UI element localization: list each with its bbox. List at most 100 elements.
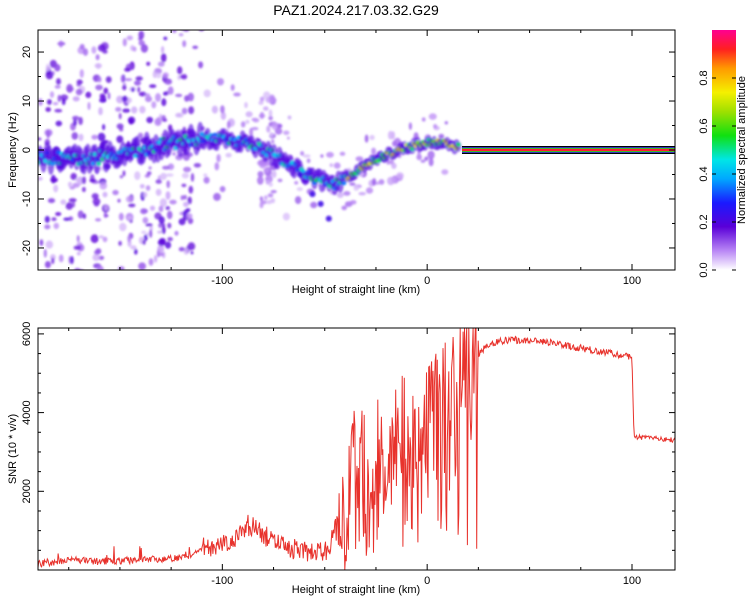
heatmap-scatter-blob	[174, 230, 179, 236]
heatmap-scatter-blob	[98, 235, 104, 239]
heatmap-scatter-blob	[438, 133, 445, 139]
snr-plot-area	[38, 328, 675, 570]
heatmap-scatter-blob	[145, 95, 152, 103]
colorbar-tick-label: 0.8	[698, 70, 710, 85]
heatmap-scatter-blob	[97, 132, 106, 142]
heatmap-scatter-blob	[125, 195, 134, 203]
heatmap-scatter-blob	[296, 187, 303, 192]
snr-x-axis-label: Height of straight line (km)	[292, 584, 420, 596]
heatmap-scatter-blob	[387, 130, 394, 140]
heatmap-scatter-blob	[157, 61, 165, 67]
heatmap-scatter-blob	[203, 173, 208, 177]
heatmap-scatter-blob	[107, 92, 111, 100]
heatmap-scatter-blob	[66, 83, 73, 93]
heatmap-scatter-blob	[128, 203, 136, 208]
heatmap-scatter-blob	[263, 195, 268, 201]
heatmap-scatter-blob	[333, 162, 341, 169]
heatmap-scatter-blob	[145, 185, 151, 191]
heatmap-scatter-blob	[343, 191, 351, 196]
heatmap-scatter-blob	[134, 248, 138, 255]
heatmap-scatter-blob	[369, 134, 375, 141]
heatmap-scatter-blob	[192, 45, 199, 49]
heatmap-scatter-blob	[78, 116, 83, 126]
heatmap-scatter-blob	[161, 98, 167, 107]
heatmap-scatter-blob	[146, 116, 154, 124]
heatmap-scatter-blob	[165, 191, 171, 200]
heatmap-scatter-blob	[268, 182, 273, 187]
heatmap-scatter-blob	[263, 168, 270, 173]
heatmap-scatter-blob	[76, 235, 80, 243]
heatmap-scatter-blob	[38, 137, 42, 141]
heatmap-scatter-blob	[69, 256, 74, 265]
heatmap-scatter-blob	[54, 63, 61, 72]
heatmap-scatter-blob	[259, 196, 263, 201]
heatmap-scatter-blob	[154, 118, 161, 126]
heatmap-scatter-blob	[179, 74, 188, 80]
heatmap-scatter-blob	[220, 111, 227, 120]
heatmap-scatter-blob	[427, 150, 435, 160]
heatmap-scatter-blob	[259, 111, 265, 120]
heatmap-scatter-blob	[245, 111, 253, 118]
heatmap-scatter-blob	[217, 78, 224, 86]
heatmap-scatter-blob	[187, 196, 192, 205]
heatmap-scatter-blob	[77, 210, 84, 219]
heatmap-scatter-blob	[97, 44, 106, 52]
heatmap-scatter-blob	[73, 245, 82, 250]
heatmap-scatter-blob	[336, 192, 344, 199]
heatmap-scatter-blob	[51, 217, 57, 222]
snr-marks	[38, 328, 675, 570]
heatmap-scatter-blob	[128, 118, 134, 125]
heatmap-scatter-blob	[45, 63, 50, 73]
heatmap-scatter-blob	[271, 139, 275, 144]
heatmap-scatter-blob	[119, 222, 127, 232]
heatmap-scatter-blob	[95, 218, 102, 222]
heatmap-scatter-blob	[53, 222, 60, 230]
heatmap-scatter-blob	[131, 87, 135, 93]
snr-y-tick-label: 4000	[21, 400, 33, 424]
heatmap-scatter-blob	[124, 78, 133, 82]
heatmap-tail-blob	[297, 171, 304, 178]
heatmap-scatter-blob	[139, 105, 146, 114]
heatmap-scatter-blob	[441, 169, 449, 175]
heatmap-scatter-blob	[155, 72, 162, 79]
heatmap-scatter-blob	[97, 76, 102, 83]
heatmap-scatter-blob	[387, 176, 395, 186]
heatmap-scatter-blob	[268, 115, 273, 121]
heatmap-scatter-blob	[103, 87, 109, 95]
heatmap-scatter-blob	[153, 254, 158, 263]
heatmap-scatter-blob	[118, 266, 125, 270]
heatmap-scatter-blob	[149, 205, 156, 211]
heatmap-scatter-blob	[45, 70, 54, 80]
snr-x-tick-label: -100	[211, 575, 233, 587]
heatmap-scatter-blob	[378, 179, 385, 185]
colorbar-tick-label: 0.6	[698, 118, 710, 133]
heatmap-scatter-blob	[187, 92, 194, 102]
heatmap-scatter-blob	[339, 151, 346, 156]
heatmap-scatter-blob	[159, 252, 164, 257]
heatmap-scatter-blob	[193, 163, 202, 168]
heatmap-scatter-blob	[50, 177, 58, 183]
heatmap-scatter-blob	[167, 237, 173, 242]
heatmap-y-tick-label: 0	[21, 147, 33, 153]
heatmap-scatter-blob	[175, 112, 182, 118]
heatmap-scatter-blob	[249, 127, 254, 137]
heatmap-scatter-blob	[119, 175, 124, 179]
heatmap-scatter-blob	[79, 69, 84, 78]
heatmap-scatter-blob	[180, 195, 184, 201]
heatmap-scatter-blob	[162, 72, 169, 78]
heatmap-scatter-blob	[131, 106, 138, 114]
heatmap-scatter-blob	[122, 170, 126, 177]
heatmap-scatter-blob	[163, 36, 168, 41]
heatmap-scatter-blob	[151, 101, 157, 109]
heatmap-scatter-blob	[47, 198, 56, 204]
heatmap-scatter-blob	[364, 134, 369, 143]
heatmap-scatter-blob	[164, 78, 173, 85]
heatmap-scatter-blob	[155, 179, 162, 184]
heatmap-scatter-blob	[187, 217, 194, 225]
heatmap-scatter-blob	[164, 241, 172, 249]
heatmap-scatter-blob	[104, 204, 109, 211]
heatmap-scatter-blob	[95, 84, 103, 91]
snr-y-tick-label: 6000	[21, 322, 33, 346]
